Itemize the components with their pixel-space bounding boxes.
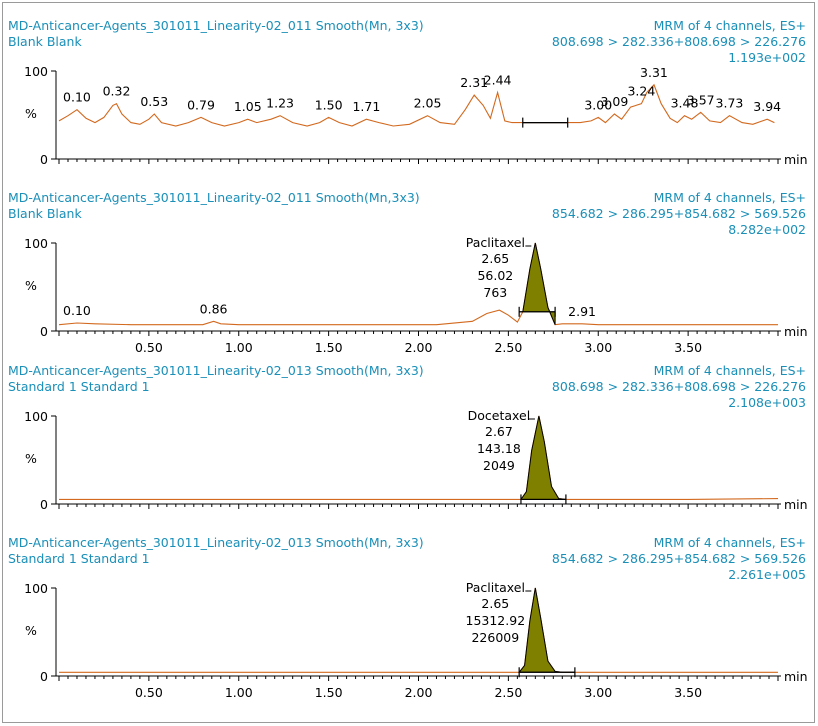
x-tick-label: 3.00 (584, 685, 612, 700)
channel-info: MRM of 4 channels, ES+ (654, 190, 806, 205)
rt-peak-label: 3.57 (687, 92, 715, 107)
x-tick-label: 1.50 (315, 340, 343, 355)
transition-info: 854.682 > 286.295+854.682 > 569.526 (552, 206, 806, 221)
rt-peak-label: 1.71 (352, 99, 380, 114)
panel-title: MD-Anticancer-Agents_301011_Linearity-02… (8, 535, 424, 550)
rt-peak-label: 2.31 (460, 75, 488, 90)
panel-subtitle: Standard 1 Standard 1 (8, 379, 150, 394)
integrated-peak-area (518, 587, 575, 673)
peak-area: 15312.92 (466, 613, 526, 628)
x-tick-label: 2.00 (405, 685, 433, 700)
trace-line (59, 587, 778, 673)
rt-peak-label: 3.31 (640, 65, 668, 80)
y-axis-label: % (25, 278, 37, 293)
x-tick-label: 2.00 (405, 340, 433, 355)
integrated-peak-area (519, 242, 556, 325)
y-tick-label-100: 100 (24, 236, 48, 251)
x-tick-label: 3.50 (674, 340, 702, 355)
panel-subtitle: Blank Blank (8, 206, 82, 221)
peak-area: 56.02 (477, 268, 513, 283)
y-tick-label-100: 100 (24, 409, 48, 424)
intensity-value: 8.282e+002 (728, 222, 806, 237)
transition-info: 808.698 > 282.336+808.698 > 226.276 (552, 379, 806, 394)
x-tick-label: 1.00 (225, 340, 253, 355)
x-tick-label: 1.50 (315, 685, 343, 700)
x-tick-label: 0.50 (135, 685, 163, 700)
trace-line (59, 415, 779, 500)
x-axis-unit-label: min (784, 324, 808, 339)
x-tick-label: 3.00 (584, 340, 612, 355)
channel-info: MRM of 4 channels, ES+ (654, 535, 806, 550)
peak-rt: 2.65 (481, 596, 509, 611)
y-axis-label: % (25, 106, 37, 121)
rt-peak-label: 3.09 (601, 94, 629, 109)
rt-peak-label: 3.73 (716, 96, 744, 111)
y-tick-label-0: 0 (40, 497, 48, 512)
trace-line (58, 83, 775, 127)
rt-peak-label: 2.91 (568, 304, 596, 319)
trace-line (58, 242, 778, 326)
intensity-value: 2.108e+003 (728, 395, 806, 410)
peak-rt: 2.67 (485, 424, 513, 439)
integrated-peak-area (520, 415, 566, 500)
rt-peak-label: 1.23 (266, 96, 294, 111)
rt-peak-label: 0.53 (140, 94, 168, 109)
peak-height: 763 (483, 285, 507, 300)
transition-info: 808.698 > 282.336+808.698 > 226.276 (552, 34, 806, 49)
rt-peak-label: 3.48 (671, 96, 699, 111)
compound-name: Docetaxel (468, 408, 531, 423)
rt-peak-label: 1.50 (315, 97, 343, 112)
panel-title: MD-Anticancer-Agents_301011_Linearity-02… (8, 363, 424, 378)
y-tick-label-100: 100 (24, 581, 48, 596)
x-axis-unit-label: min (784, 497, 808, 512)
rt-peak-label: 0.32 (103, 84, 131, 99)
rt-peak-label: 0.10 (63, 303, 91, 318)
rt-peak-label: 2.44 (484, 73, 512, 88)
panel-subtitle: Standard 1 Standard 1 (8, 551, 150, 566)
peak-height: 226009 (471, 630, 519, 645)
x-tick-label: 2.50 (494, 340, 522, 355)
rt-peak-label: 3.24 (627, 84, 655, 99)
compound-name: Paclitaxel (466, 235, 525, 250)
rt-peak-label: 3.00 (584, 97, 612, 112)
peak-area: 143.18 (477, 441, 521, 456)
rt-peak-label: 2.05 (414, 96, 442, 111)
channel-info: MRM of 4 channels, ES+ (654, 363, 806, 378)
rt-peak-label: 0.86 (200, 301, 228, 316)
y-axis-label: % (25, 451, 37, 466)
panel-subtitle: Blank Blank (8, 34, 82, 49)
transition-info: 854.682 > 286.295+854.682 > 569.526 (552, 551, 806, 566)
intensity-value: 1.193e+002 (728, 50, 806, 65)
x-axis-unit-label: min (784, 669, 808, 684)
x-tick-label: 1.00 (225, 685, 253, 700)
peak-rt: 2.65 (481, 251, 509, 266)
y-tick-label-0: 0 (40, 669, 48, 684)
peak-height: 2049 (483, 458, 515, 473)
rt-peak-label: 3.94 (753, 99, 781, 114)
channel-info: MRM of 4 channels, ES+ (654, 18, 806, 33)
x-axis-unit-label: min (784, 152, 808, 167)
y-tick-label-0: 0 (40, 152, 48, 167)
x-tick-label: 0.50 (135, 340, 163, 355)
rt-peak-label: 0.79 (187, 97, 215, 112)
rt-peak-label: 0.10 (63, 90, 91, 105)
intensity-value: 2.261e+005 (728, 567, 806, 582)
x-tick-label: 2.50 (494, 685, 522, 700)
y-tick-label-0: 0 (40, 324, 48, 339)
panel-title: MD-Anticancer-Agents_301011_Linearity-02… (8, 190, 420, 205)
y-tick-label-100: 100 (24, 64, 48, 79)
rt-peak-label: 1.05 (234, 99, 262, 114)
panel-title: MD-Anticancer-Agents_301011_Linearity-02… (8, 18, 424, 33)
compound-name: Paclitaxel (466, 580, 525, 595)
chromatogram-canvas: MD-Anticancer-Agents_301011_Linearity-02… (8, 18, 808, 700)
y-axis-label: % (25, 623, 37, 638)
x-tick-label: 3.50 (674, 685, 702, 700)
